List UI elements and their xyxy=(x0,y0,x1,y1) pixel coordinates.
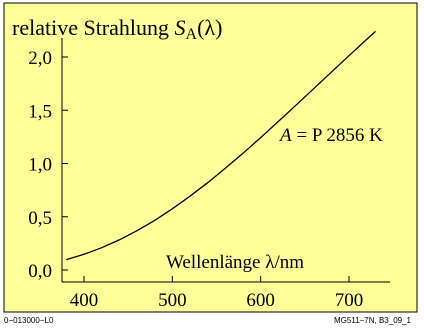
y-tick-label: 1,5 xyxy=(28,101,52,122)
curve-annotation-symbol: A xyxy=(278,125,292,146)
curve-annotation: A = P 2856 K xyxy=(278,125,383,146)
x-axis-label: Wellenlänge λ/nm xyxy=(166,252,304,273)
x-tick-label: 700 xyxy=(335,290,364,311)
series-line xyxy=(66,30,376,261)
chart-background xyxy=(3,2,418,313)
x-tick-label: 400 xyxy=(70,290,99,311)
x-tick-label: 600 xyxy=(246,290,275,311)
series xyxy=(66,30,376,261)
curve-annotation-text: = P 2856 K xyxy=(292,125,384,146)
x-tick-label: 500 xyxy=(158,290,187,311)
footer-right: MG511−7N, B3_09_1 xyxy=(334,316,412,325)
chart-title-symbol: S xyxy=(175,15,186,40)
y-tick-label: 1,0 xyxy=(28,155,52,176)
y-tick-label: 0,0 xyxy=(28,261,52,282)
chart-title-suffix: (λ) xyxy=(197,15,222,40)
y-tick-label: 0,5 xyxy=(28,208,52,229)
chart-title: relative Strahlung SA(λ) xyxy=(12,15,222,43)
ticks: 400 500 600 700 0,0 0,5 1,0 1,5 2,0 xyxy=(28,48,363,311)
footer-left: 0−013000−L0 xyxy=(4,316,54,325)
axes xyxy=(61,38,390,283)
y-tick-label: 2,0 xyxy=(28,48,52,69)
chart-title-subscript: A xyxy=(186,26,198,43)
chart-title-prefix: relative Strahlung xyxy=(12,15,175,40)
